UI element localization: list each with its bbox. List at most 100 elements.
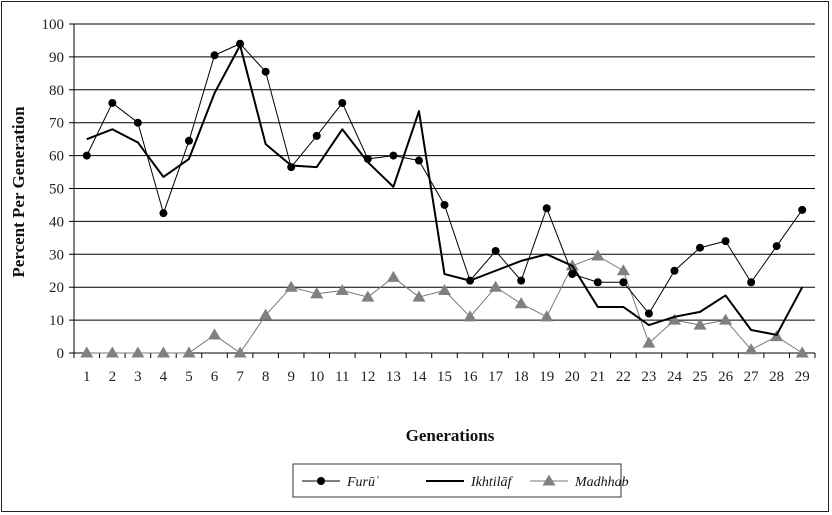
x-tick-label: 19: [539, 369, 554, 385]
legend-label: Furūʿ: [346, 475, 380, 490]
data-point: [82, 151, 91, 160]
series-layer: [80, 39, 809, 358]
y-tick-label: 40: [49, 214, 64, 230]
data-point: [696, 243, 705, 252]
data-point: [744, 343, 758, 355]
data-point: [80, 346, 94, 358]
x-tick-label: 27: [744, 369, 760, 385]
x-tick-label: 21: [590, 369, 605, 385]
x-tick-label: 28: [769, 369, 784, 385]
y-tick-label: 10: [49, 313, 64, 329]
data-point: [489, 280, 503, 292]
x-tick-label: 25: [693, 369, 708, 385]
data-point: [568, 270, 577, 279]
data-point: [184, 136, 193, 145]
x-tick-label: 3: [134, 369, 142, 385]
data-point: [312, 131, 321, 140]
data-point: [440, 200, 449, 209]
legend-entry: Ikhtilāf: [426, 475, 514, 490]
data-point: [747, 278, 756, 287]
x-tick-label: 7: [236, 369, 244, 385]
x-tick-label: 16: [463, 369, 479, 385]
data-point: [131, 346, 145, 358]
x-tick-label: 10: [309, 369, 324, 385]
x-tick-label: 5: [185, 369, 193, 385]
x-tick-label: 6: [211, 369, 219, 385]
data-point: [670, 266, 679, 275]
data-point: [108, 98, 117, 107]
data-point: [693, 318, 707, 330]
data-point: [412, 290, 426, 302]
data-point: [338, 98, 347, 107]
x-tick-label: 24: [667, 369, 683, 385]
grid-lines: [74, 23, 815, 354]
data-point: [361, 290, 375, 302]
y-tick-label: 90: [49, 50, 64, 66]
series-3: [80, 249, 809, 358]
x-tick-label: 11: [335, 369, 349, 385]
legend-label: Madhhab: [574, 475, 629, 490]
data-point: [438, 283, 451, 296]
y-tick-label: 50: [49, 182, 64, 198]
data-point: [593, 278, 602, 287]
x-tick-label: 8: [262, 369, 270, 385]
x-tick-label: 23: [641, 369, 656, 385]
x-tick-label: 13: [386, 369, 401, 385]
x-axis-title: Generations: [406, 426, 495, 445]
x-tick-label: 9: [287, 369, 295, 385]
x-tick-label: 26: [718, 369, 734, 385]
x-tick-label: 1: [83, 369, 91, 385]
data-point: [133, 118, 142, 127]
y-tick-label: 30: [49, 247, 64, 263]
y-tick-label: 60: [49, 149, 64, 165]
y-tick-label: 20: [49, 280, 64, 296]
x-tick-label: 29: [795, 369, 810, 385]
x-tick-label: 4: [160, 369, 168, 385]
data-point: [542, 204, 551, 213]
y-tick-label: 70: [49, 116, 64, 132]
data-point: [105, 346, 119, 358]
data-point: [644, 309, 653, 318]
data-point: [156, 346, 170, 358]
data-point: [159, 209, 168, 218]
data-point: [233, 346, 247, 358]
data-point: [719, 313, 733, 325]
x-tick-label: 12: [360, 369, 375, 385]
data-point: [236, 39, 245, 48]
data-point: [616, 264, 630, 276]
data-point: [261, 67, 270, 76]
data-point: [721, 237, 730, 246]
data-point: [772, 242, 781, 251]
x-tick-label: 14: [411, 369, 427, 385]
y-tick-label: 100: [42, 17, 65, 33]
series-1: [82, 39, 807, 318]
data-point: [182, 346, 196, 358]
data-point: [335, 283, 349, 296]
data-point: [795, 346, 809, 358]
data-point: [667, 313, 681, 325]
series-2: [86, 44, 804, 336]
legend: Furūʿ Ikhtilāf Madhhab: [292, 463, 629, 498]
x-tick-label: 20: [565, 369, 580, 385]
x-tick-label: 22: [616, 369, 631, 385]
x-tick-label: 17: [488, 369, 504, 385]
data-point: [619, 278, 628, 287]
series-line: [86, 44, 804, 336]
legend-entry: Madhhab: [530, 474, 629, 490]
legend-label: Ikhtilāf: [470, 475, 514, 490]
legend-swatch-marker: [317, 477, 325, 485]
data-point: [491, 247, 500, 256]
legend-swatch-marker: [542, 474, 556, 486]
data-point: [540, 310, 554, 322]
data-point: [591, 249, 605, 261]
data-point: [210, 51, 219, 60]
y-axis-title: Percent Per Generation: [9, 106, 28, 278]
x-tick-label: 18: [514, 369, 529, 385]
data-point: [284, 280, 298, 292]
data-point: [798, 205, 807, 214]
data-point: [259, 308, 273, 320]
data-point: [310, 287, 324, 299]
y-tick-label: 80: [49, 83, 64, 99]
